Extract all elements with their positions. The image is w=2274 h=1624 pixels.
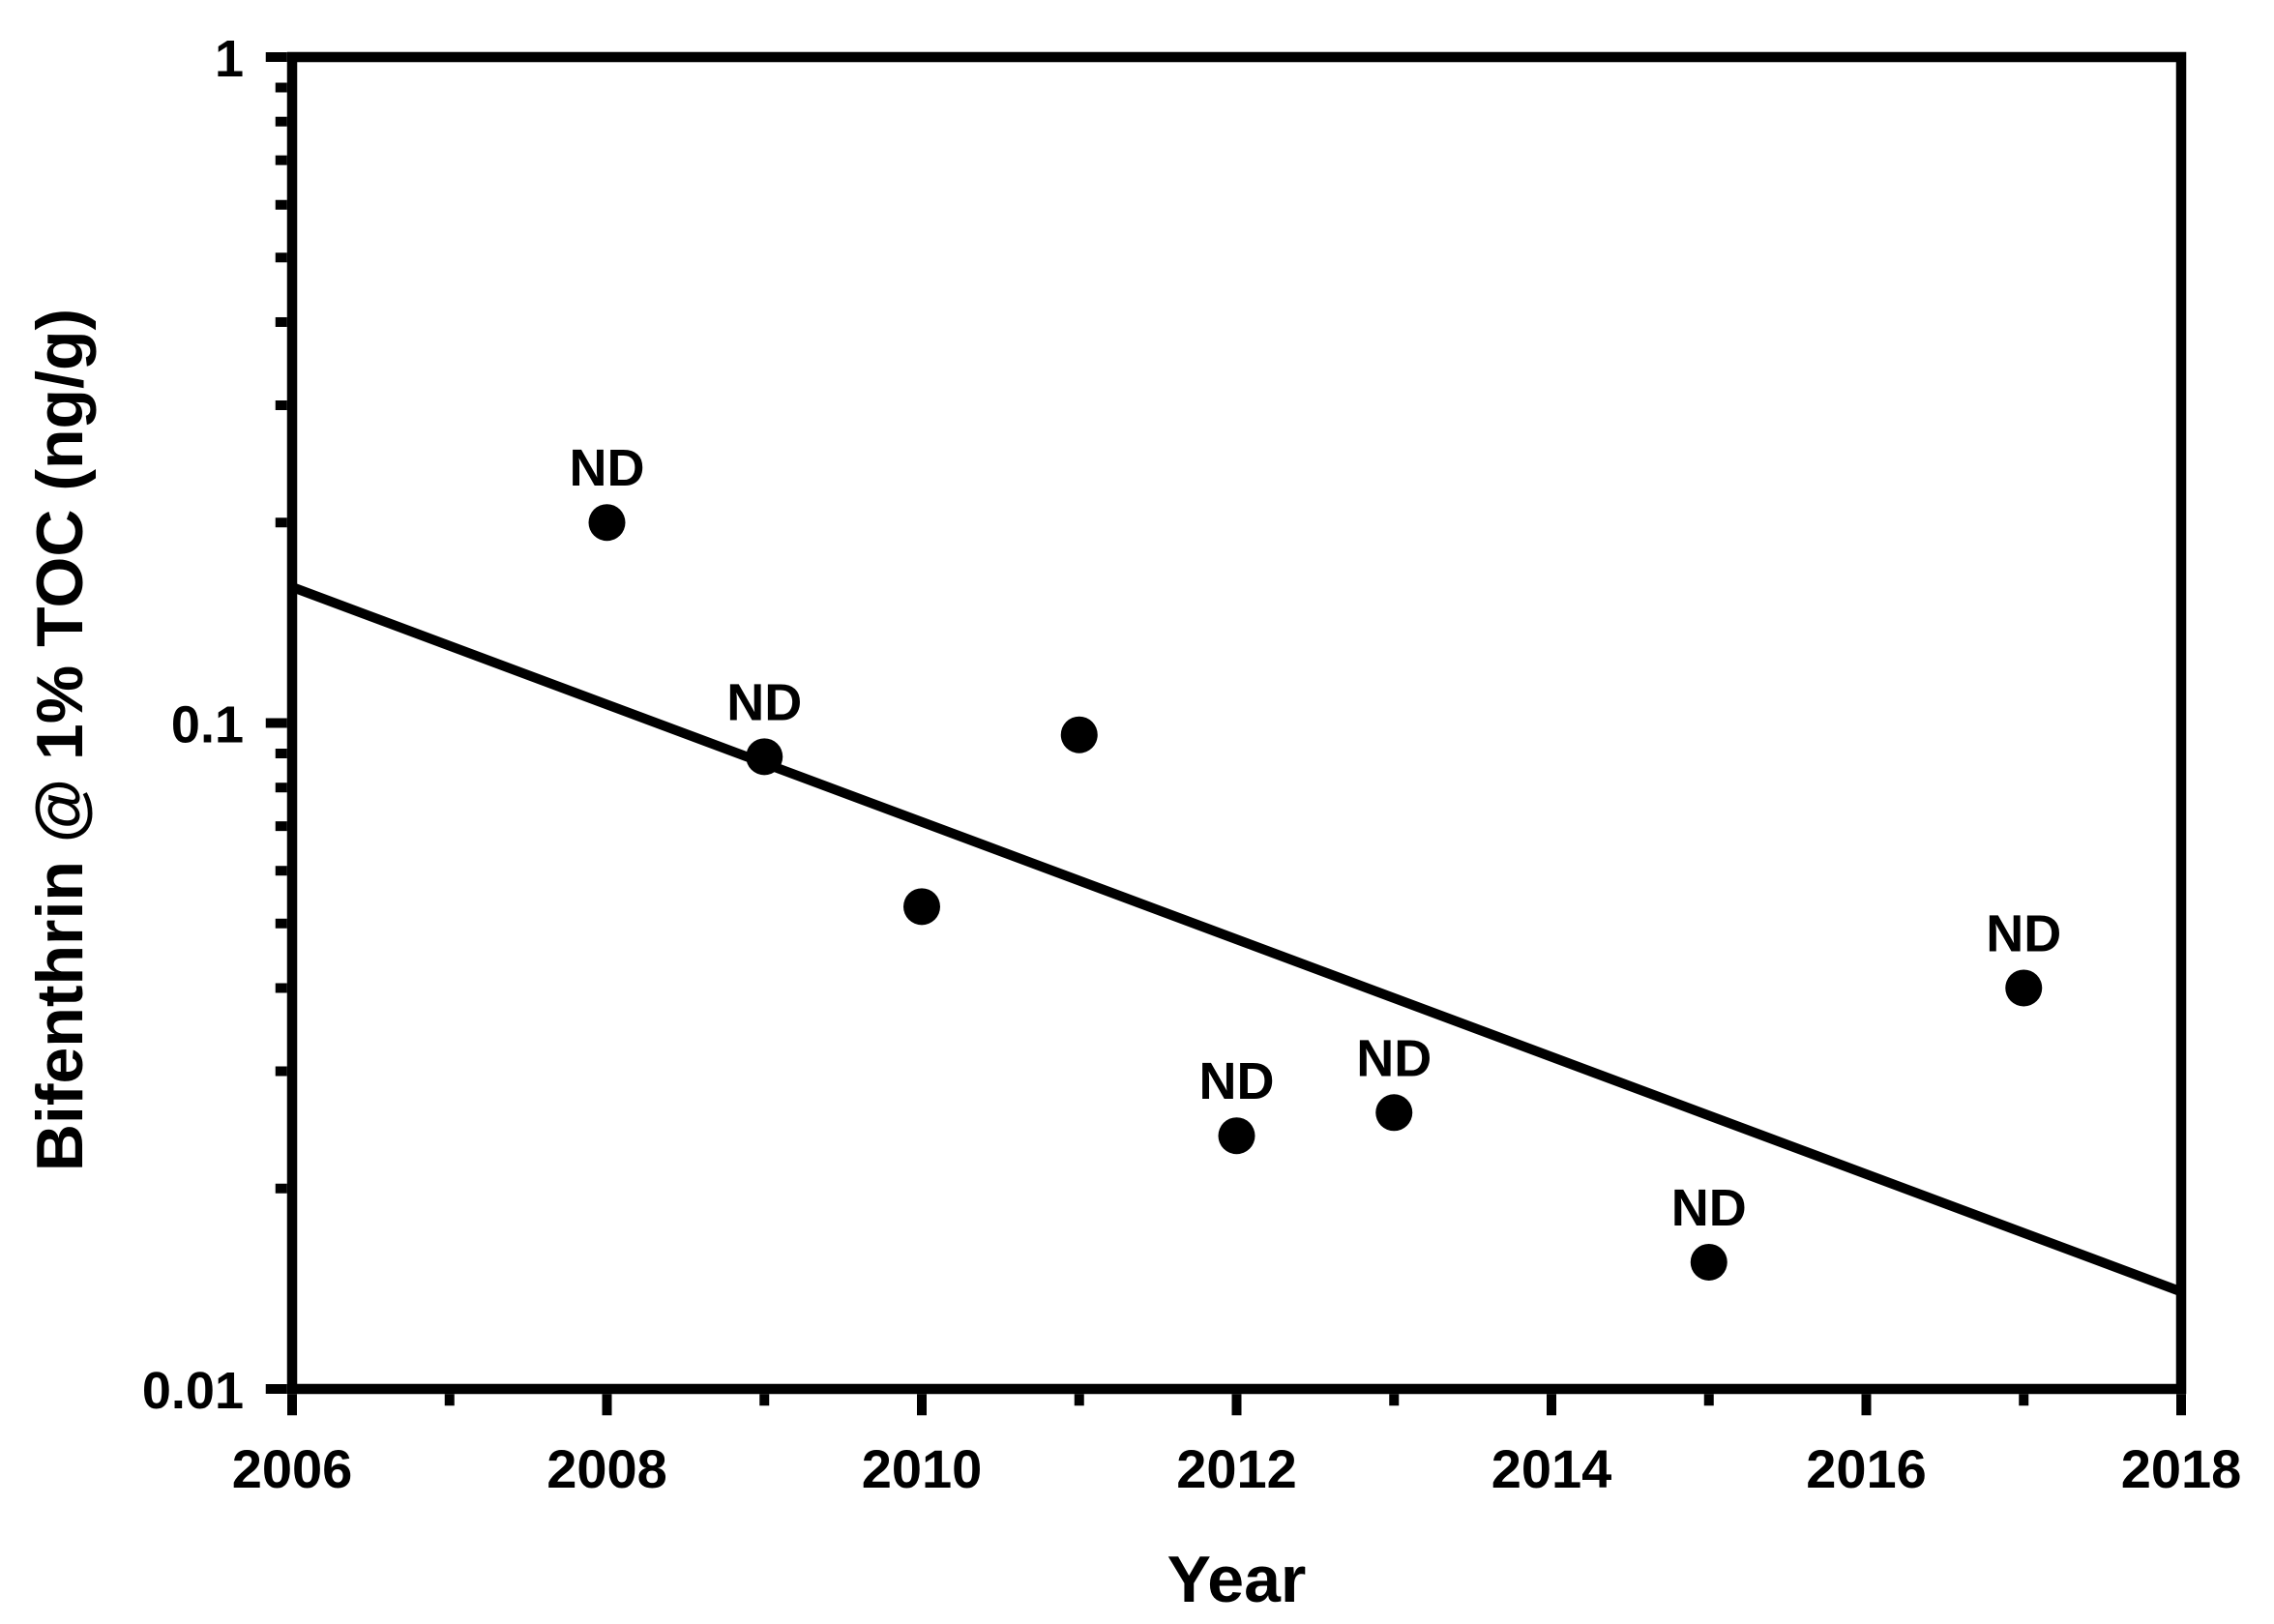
data-point bbox=[1218, 1117, 1255, 1155]
x-tick-label: 2014 bbox=[1491, 1438, 1612, 1499]
y-tick-label: 0.1 bbox=[171, 696, 244, 754]
nd-labels: ND ND ND ND ND ND bbox=[570, 439, 2062, 1237]
x-axis-tick-labels: 2006 2008 2010 2012 2014 2016 2018 bbox=[232, 1438, 2242, 1499]
data-point bbox=[903, 888, 940, 926]
x-axis-title: Year bbox=[1167, 1543, 1307, 1616]
x-tick-label: 2016 bbox=[1806, 1438, 1927, 1499]
data-point bbox=[746, 738, 783, 776]
x-tick-label: 2012 bbox=[1176, 1438, 1297, 1499]
x-axis-major-ticks bbox=[287, 1394, 2186, 1416]
x-axis-minor-ticks bbox=[444, 1394, 2029, 1406]
data-point bbox=[588, 504, 626, 542]
y-axis-title: Bifenthrin @ 1% TOC (ng/g) bbox=[23, 309, 97, 1171]
nd-point-label: ND bbox=[726, 673, 802, 731]
data-points bbox=[588, 504, 2043, 1281]
data-point bbox=[1690, 1243, 1728, 1281]
x-tick-label: 2006 bbox=[232, 1438, 353, 1499]
x-tick-label: 2010 bbox=[862, 1438, 983, 1499]
data-point bbox=[1375, 1094, 1413, 1132]
plot-frame bbox=[286, 51, 2187, 1395]
x-tick-label: 2018 bbox=[2121, 1438, 2242, 1499]
nd-point-label: ND bbox=[1986, 904, 2061, 962]
y-tick-label: 1 bbox=[215, 30, 244, 88]
y-axis-minor-ticks bbox=[275, 82, 287, 1194]
y-axis-major-ticks bbox=[265, 52, 287, 1394]
data-point bbox=[1060, 716, 1098, 753]
y-tick-label: 0.01 bbox=[142, 1362, 244, 1420]
nd-point-label: ND bbox=[1671, 1179, 1747, 1237]
nd-point-label: ND bbox=[1199, 1052, 1275, 1110]
y-axis-tick-labels: 1 0.1 0.01 bbox=[142, 30, 244, 1420]
trend-line bbox=[290, 582, 2183, 1297]
x-tick-label: 2008 bbox=[546, 1438, 667, 1499]
nd-point-label: ND bbox=[1356, 1029, 1432, 1087]
nd-point-label: ND bbox=[570, 439, 645, 497]
data-point bbox=[2005, 969, 2043, 1007]
